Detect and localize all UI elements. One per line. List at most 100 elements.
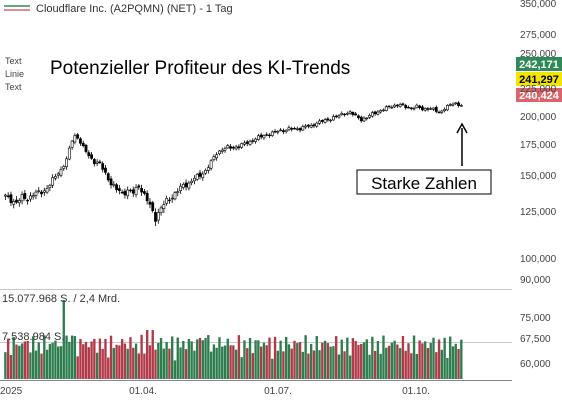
volume-bar bbox=[196, 339, 199, 379]
volume-bar bbox=[257, 340, 260, 379]
candle-down bbox=[307, 124, 310, 127]
candle-up bbox=[226, 145, 230, 149]
volume-bar bbox=[51, 342, 54, 379]
candle-up bbox=[173, 192, 177, 200]
volume-bar bbox=[457, 348, 460, 379]
candle-down bbox=[90, 154, 93, 159]
candle-down bbox=[357, 115, 360, 119]
volume-bar bbox=[379, 353, 382, 379]
candle-down bbox=[92, 159, 96, 165]
price-badge-current-bg bbox=[516, 72, 562, 86]
volume-bar bbox=[12, 336, 15, 379]
volume-bars bbox=[4, 300, 463, 379]
candle-down bbox=[117, 188, 121, 191]
candle-up bbox=[206, 167, 210, 171]
candle-up bbox=[279, 129, 282, 132]
candle-down bbox=[351, 112, 355, 115]
volume-bar bbox=[393, 340, 396, 379]
time-tick: 2025 bbox=[0, 386, 23, 397]
price-tick: 250,000 bbox=[520, 49, 557, 60]
volume-bar bbox=[76, 356, 79, 379]
candle-up bbox=[95, 161, 99, 164]
volume-bar bbox=[343, 351, 346, 379]
candle-down bbox=[401, 103, 405, 105]
candle-down bbox=[198, 172, 202, 177]
candle-up bbox=[204, 169, 207, 174]
candle-up bbox=[73, 135, 77, 143]
volume-bar bbox=[226, 338, 229, 379]
candle-up bbox=[284, 129, 288, 132]
candle-down bbox=[168, 199, 171, 202]
volume-bar bbox=[307, 353, 310, 379]
volume-bar bbox=[18, 345, 21, 379]
price-candles bbox=[4, 101, 463, 227]
candle-up bbox=[12, 201, 16, 205]
volume-bar bbox=[312, 350, 316, 379]
volume-bar bbox=[229, 345, 232, 379]
candle-up bbox=[270, 131, 274, 136]
price-tick: 100,000 bbox=[520, 254, 557, 265]
volume-bar bbox=[323, 340, 327, 379]
volume-bar bbox=[298, 342, 302, 379]
volume-bar bbox=[198, 337, 202, 379]
candle-down bbox=[251, 140, 255, 142]
volume-bar bbox=[382, 335, 385, 379]
volume-bar bbox=[168, 348, 171, 379]
candle-up bbox=[20, 194, 24, 202]
volume-bar bbox=[187, 338, 191, 379]
candle-down bbox=[237, 146, 241, 148]
candle-up bbox=[187, 182, 191, 189]
candle-up bbox=[159, 207, 163, 214]
candle-down bbox=[229, 146, 232, 149]
volume-bar bbox=[87, 347, 90, 379]
candle-down bbox=[120, 191, 124, 194]
volume-bar bbox=[284, 336, 288, 379]
volume-bar bbox=[173, 360, 177, 379]
volume-bar bbox=[171, 336, 174, 379]
volume-bar bbox=[301, 351, 305, 379]
volume-bar bbox=[329, 346, 332, 379]
candle-up bbox=[370, 112, 374, 117]
candle-up bbox=[429, 108, 433, 110]
volume-bar bbox=[443, 337, 446, 379]
candle-down bbox=[273, 130, 277, 133]
volume-bar bbox=[404, 350, 407, 379]
volume-bar bbox=[421, 343, 424, 379]
volume-bar bbox=[118, 345, 121, 379]
volume-bar bbox=[385, 347, 388, 379]
candle-up bbox=[318, 120, 321, 124]
volume-bar bbox=[6, 338, 10, 379]
left-label-text-1: Text bbox=[5, 56, 22, 66]
volume-bar bbox=[451, 346, 455, 379]
candle-up bbox=[340, 113, 344, 115]
candle-up bbox=[59, 169, 63, 176]
candle-up bbox=[345, 113, 349, 115]
volume-bar bbox=[287, 344, 291, 379]
candle-up bbox=[332, 116, 335, 121]
candle-down bbox=[245, 141, 249, 144]
candle-up bbox=[70, 140, 74, 148]
candle-up bbox=[362, 117, 366, 122]
candle-up bbox=[243, 142, 246, 145]
candle-up bbox=[37, 190, 41, 192]
volume-bar bbox=[4, 352, 7, 379]
volume-bar bbox=[165, 341, 168, 379]
volume-bar bbox=[432, 337, 435, 379]
volume-bar bbox=[98, 338, 102, 379]
candle-up bbox=[165, 198, 169, 204]
volume-bar bbox=[410, 353, 413, 379]
candle-down bbox=[26, 199, 30, 202]
volume-bar bbox=[93, 338, 96, 379]
candle-up bbox=[65, 158, 68, 168]
volume-bar bbox=[29, 352, 32, 379]
volume-bar bbox=[190, 341, 193, 379]
volume-bar bbox=[209, 351, 213, 379]
candle-up bbox=[287, 127, 291, 131]
volume-bar bbox=[398, 348, 402, 379]
candle-up bbox=[309, 125, 313, 128]
volume-bar bbox=[368, 354, 371, 379]
candle-up bbox=[423, 108, 427, 111]
candle-up bbox=[29, 195, 32, 200]
volume-bar bbox=[79, 338, 82, 379]
volume-bar bbox=[315, 336, 318, 379]
